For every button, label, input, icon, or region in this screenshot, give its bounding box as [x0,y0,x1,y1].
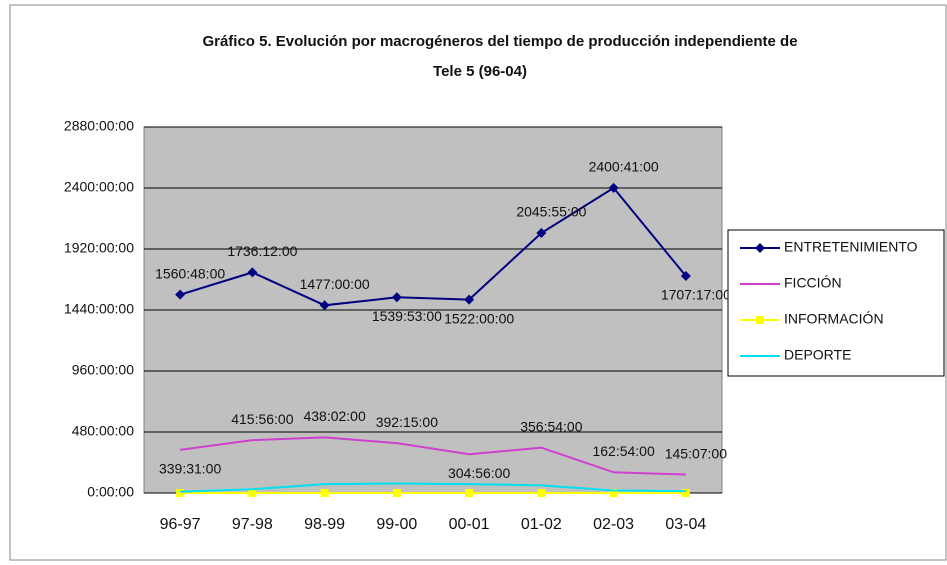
point [464,294,475,305]
point [391,292,402,303]
data-label: 1707:17:00 [661,287,731,303]
point [608,182,619,193]
legend-label: FICCIÓN [784,275,842,291]
point [536,227,547,238]
legend-label: ENTRETENIMIENTO [784,239,918,255]
point [609,489,618,497]
data-label: 162:54:00 [592,443,654,459]
data-label: 145:07:00 [665,445,727,461]
data-label: 1477:00:00 [300,276,370,292]
data-label: 415:56:00 [231,411,293,427]
chart-title: Tele 5 (96-04) [433,63,527,80]
x-tick-label: 98-99 [304,516,345,533]
chart-border [9,4,947,561]
y-tick-label: 0:00:00 [87,484,134,500]
point [319,300,330,311]
data-label: 438:02:00 [303,408,365,424]
y-tick-label: 1440:00:00 [64,301,134,317]
data-label: 2400:41:00 [589,159,659,175]
x-tick-label: 99-00 [376,516,417,533]
chart-title: Gráfico 5. Evolución por macrogéneros de… [202,33,797,50]
x-tick-label: 97-98 [232,516,273,533]
x-tick-label: 02-03 [593,516,634,533]
point [392,489,401,497]
x-tick-label: 03-04 [665,516,706,533]
data-label: 2045:55:00 [516,204,586,220]
series-line [179,186,687,307]
point [320,489,329,497]
point [465,489,474,497]
data-label: 339:31:00 [159,461,221,477]
point [175,289,186,300]
point [537,489,546,497]
data-label: 1522:00:00 [444,310,514,326]
y-tick-label: 2880:00:00 [64,118,134,134]
point [755,243,765,253]
data-label: 304:56:00 [448,465,510,481]
x-tick-label: 01-02 [521,516,562,533]
x-tick-label: 00-01 [449,516,490,533]
point [247,267,258,278]
point [680,271,691,282]
data-label: 1736:12:00 [227,243,297,259]
data-label: 1560:48:00 [155,265,225,281]
y-tick-label: 1920:00:00 [64,240,134,256]
point [248,489,257,497]
point [681,489,690,497]
y-tick-label: 480:00:00 [72,423,134,439]
x-tick-label: 96-97 [160,516,201,533]
data-label: 1539:53:00 [372,308,442,324]
data-label: 392:15:00 [376,414,438,430]
legend-label: INFORMACIÓN [784,311,884,327]
point [756,316,764,324]
point [176,489,185,497]
legend-label: DEPORTE [784,347,851,363]
series-line [180,482,686,493]
series-line [179,436,686,476]
data-label: 356:54:00 [520,418,582,434]
y-tick-label: 960:00:00 [72,362,134,378]
y-tick-label: 2400:00:00 [64,179,134,195]
legend [727,229,945,377]
